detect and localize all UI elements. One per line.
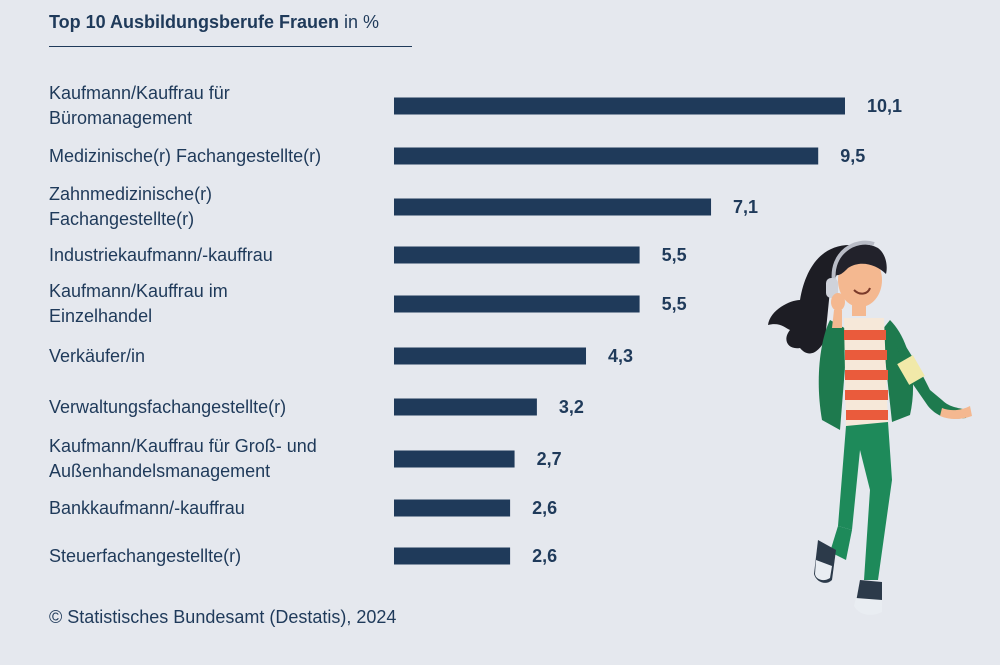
chart-title-main: Top 10 Ausbildungsberufe Frauen bbox=[49, 12, 340, 32]
chart-title-unit: in % bbox=[344, 12, 380, 32]
category-label-6: Verkäufer/in bbox=[49, 345, 146, 366]
bar-8 bbox=[394, 450, 515, 468]
category-label-9: Bankkaufmann/-kauffrau bbox=[49, 497, 245, 518]
category-label-4: Industriekaufmann/-kauffrau bbox=[49, 244, 273, 265]
value-label-9: 2,6 bbox=[532, 498, 557, 518]
value-label-4: 5,5 bbox=[662, 245, 687, 265]
category-label-5: Kaufmann/Kauffrau im Einzelhandel bbox=[49, 281, 228, 326]
title-divider bbox=[49, 46, 412, 47]
category-label-10: Steuerfachangestellte(r) bbox=[49, 545, 242, 566]
bar-3 bbox=[394, 198, 712, 216]
value-label-8: 2,7 bbox=[537, 449, 562, 469]
category-label-1: Kaufmann/Kauffrau für Büromanagement bbox=[49, 83, 230, 128]
category-label-2: Medizinische(r) Fachangestellte(r) bbox=[49, 145, 322, 166]
source-note: © Statistisches Bundesamt (Destatis), 20… bbox=[49, 607, 397, 627]
bar-7 bbox=[394, 398, 537, 416]
bar-1 bbox=[394, 97, 845, 115]
value-label-2: 9,5 bbox=[840, 146, 865, 166]
bar-2 bbox=[394, 147, 819, 165]
bar-5 bbox=[394, 295, 640, 313]
dancing-woman-illustration bbox=[768, 240, 972, 615]
value-label-7: 3,2 bbox=[559, 397, 584, 417]
value-label-10: 2,6 bbox=[532, 546, 557, 566]
bar-9 bbox=[394, 499, 511, 517]
value-label-6: 4,3 bbox=[608, 346, 633, 366]
category-label-3: Zahnmedizinische(r) Fachangestellte(r) bbox=[49, 184, 213, 229]
category-label-7: Verwaltungsfachangestellte(r) bbox=[49, 396, 287, 417]
value-label-5: 5,5 bbox=[662, 294, 687, 314]
chart-title: Top 10 Ausbildungsberufe Frauen in % bbox=[49, 12, 379, 33]
bar-4 bbox=[394, 246, 640, 264]
value-label-3: 7,1 bbox=[733, 197, 758, 217]
bar-10 bbox=[394, 547, 511, 565]
bar-6 bbox=[394, 347, 587, 365]
value-label-1: 10,1 bbox=[867, 96, 902, 116]
category-label-8: Kaufmann/Kauffrau für Groß- und Außenhand… bbox=[49, 436, 317, 481]
